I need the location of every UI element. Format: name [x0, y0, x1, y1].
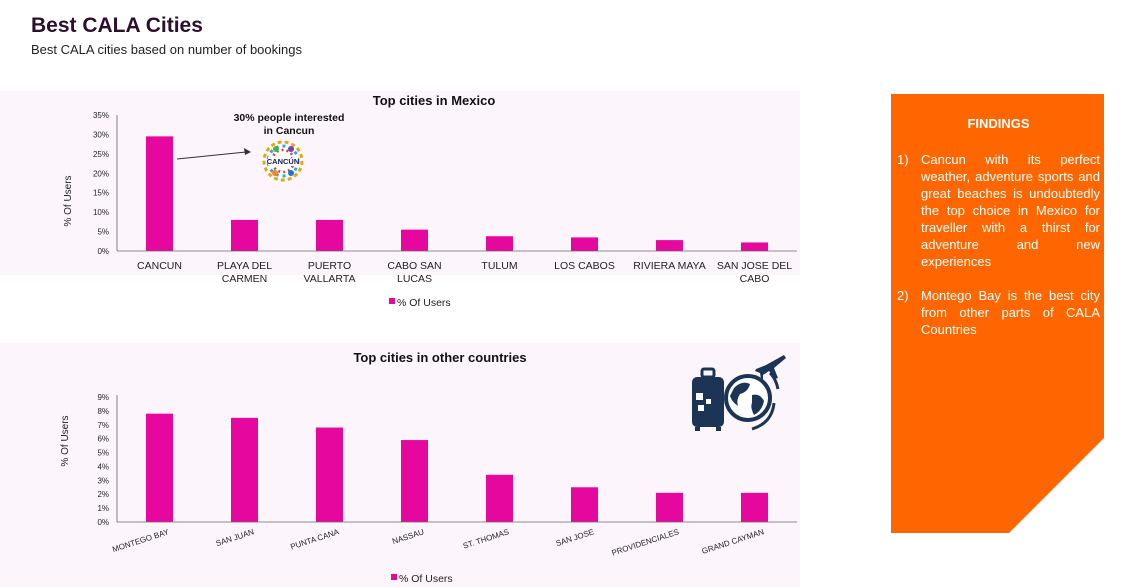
- bar: [656, 240, 683, 251]
- legend-swatch: [391, 574, 397, 580]
- bar: [486, 236, 513, 251]
- bar: [231, 417, 258, 522]
- chart-title: Top cities in other countries: [353, 350, 526, 365]
- annotation-line-2: in Cancun: [264, 125, 315, 137]
- x-axis-labels: CANCUN PLAYA DEL CARMEN PUERTO VALLARTA CABO …: [137, 260, 792, 285]
- bars: [146, 413, 768, 522]
- finding-number: 1): [897, 152, 909, 167]
- y-tick-label: 1%: [97, 504, 109, 513]
- x-tick-label: PROVIDENCIALES: [611, 527, 681, 557]
- x-tick-label: NASSAU: [391, 527, 425, 546]
- bar: [571, 237, 598, 251]
- y-tick-label: 8%: [97, 407, 109, 416]
- other-countries-chart: Top cities in other countries % Of Users…: [60, 350, 797, 585]
- x-tick-label: MONTEGO BAY: [111, 527, 170, 554]
- y-tick-label: 35%: [93, 111, 109, 120]
- page-title: Best CALA Cities: [31, 14, 203, 37]
- x-tick-label: SAN JUAN: [215, 527, 256, 548]
- mexico-chart: Top cities in Mexico % Of Users 0% 5% 10% 1…: [63, 93, 797, 309]
- y-axis-title: % Of Users: [60, 415, 71, 466]
- y-tick-label: 25%: [93, 150, 109, 159]
- bar: [656, 492, 683, 522]
- x-tick-label: PLAYA DEL CARMEN: [217, 260, 272, 285]
- y-tick-label: 0%: [97, 247, 109, 256]
- y-tick-label: 15%: [93, 189, 109, 198]
- legend-label: % Of Users: [397, 297, 451, 309]
- chart-title: Top cities in Mexico: [373, 93, 496, 108]
- y-tick-label: 4%: [97, 462, 109, 471]
- finding-number: 2): [897, 288, 909, 303]
- x-tick-label: GRAND CAYMAN: [701, 527, 766, 556]
- findings-background: [891, 94, 1104, 533]
- y-tick-label: 7%: [97, 421, 109, 430]
- x-tick-label: TULUM: [481, 260, 517, 272]
- y-tick-label: 9%: [97, 393, 109, 402]
- y-tick-label: 6%: [97, 435, 109, 444]
- y-axis-ticks: 0% 5% 10% 15% 20% 25% 30% 35%: [93, 111, 109, 256]
- bar: [231, 219, 258, 251]
- y-axis-ticks: 0% 1% 2% 3% 4% 5% 6% 7% 8% 9%: [97, 393, 109, 527]
- y-tick-label: 3%: [97, 476, 109, 485]
- legend-swatch: [389, 298, 395, 304]
- bar: [401, 440, 428, 522]
- cancun-logo-text: CANCÚN: [267, 157, 300, 166]
- legend: % Of Users: [391, 573, 453, 585]
- x-tick-label: SAN JOSE DEL CABO: [717, 260, 792, 285]
- y-tick-label: 20%: [93, 169, 109, 178]
- x-tick-label: SAN JOSE: [555, 527, 595, 548]
- x-axis-labels: MONTEGO BAY SAN JUAN PUNTA CANA NASSAU ST. T…: [111, 527, 765, 557]
- bar: [401, 229, 428, 251]
- x-tick-label: PUERTO VALLARTA: [304, 260, 356, 285]
- annotation-line-1: 30% people interested: [234, 112, 345, 124]
- findings-title: FINDINGS: [967, 116, 1030, 131]
- x-tick-label: CANCUN: [137, 260, 182, 272]
- bar: [316, 427, 343, 522]
- y-tick-label: 5%: [97, 228, 109, 237]
- x-tick-label: CABO SAN LUCAS: [387, 260, 441, 285]
- bars: [146, 136, 768, 251]
- other-countries-chart-panel: Top cities in other countries % Of Users…: [0, 343, 800, 587]
- bar: [316, 219, 343, 251]
- x-tick-label: LOS CABOS: [554, 260, 615, 272]
- y-tick-label: 0%: [97, 518, 109, 527]
- page-subtitle: Best CALA cities based on number of book…: [31, 42, 302, 57]
- bar: [741, 492, 768, 522]
- y-axis-title: % Of Users: [63, 175, 74, 226]
- legend: % Of Users: [389, 297, 451, 309]
- annotation-arrowhead: [244, 148, 251, 155]
- finding-item: 2) Montego Bay is the best city from oth…: [897, 287, 1100, 338]
- bar: [741, 242, 768, 251]
- bar: [146, 136, 173, 251]
- cancun-logo-icon: CANCÚN: [262, 140, 304, 182]
- y-tick-label: 10%: [93, 208, 109, 217]
- travel-luggage-globe-icon: [692, 355, 786, 431]
- x-tick-label: ST. THOMAS: [462, 527, 510, 550]
- x-tick-label: RIVIERA MAYA: [633, 260, 706, 272]
- annotation-arrow: [176, 151, 247, 160]
- y-tick-label: 2%: [97, 490, 109, 499]
- bar: [486, 474, 513, 522]
- findings-panel: FINDINGS 1) Cancun with its perfect weat…: [891, 94, 1104, 533]
- x-tick-label: PUNTA CANA: [289, 527, 340, 551]
- y-tick-label: 30%: [93, 130, 109, 139]
- legend-label: % Of Users: [399, 573, 453, 585]
- finding-text: Cancun with its perfect weather, adventu…: [921, 152, 1100, 269]
- bar: [146, 413, 173, 522]
- mexico-chart-panel: Top cities in Mexico % Of Users 0% 5% 10% 1…: [0, 91, 800, 309]
- bar: [571, 487, 598, 522]
- y-tick-label: 5%: [97, 449, 109, 458]
- finding-text: Montego Bay is the best city from other …: [921, 288, 1100, 337]
- finding-item: 1) Cancun with its perfect weather, adve…: [897, 151, 1100, 270]
